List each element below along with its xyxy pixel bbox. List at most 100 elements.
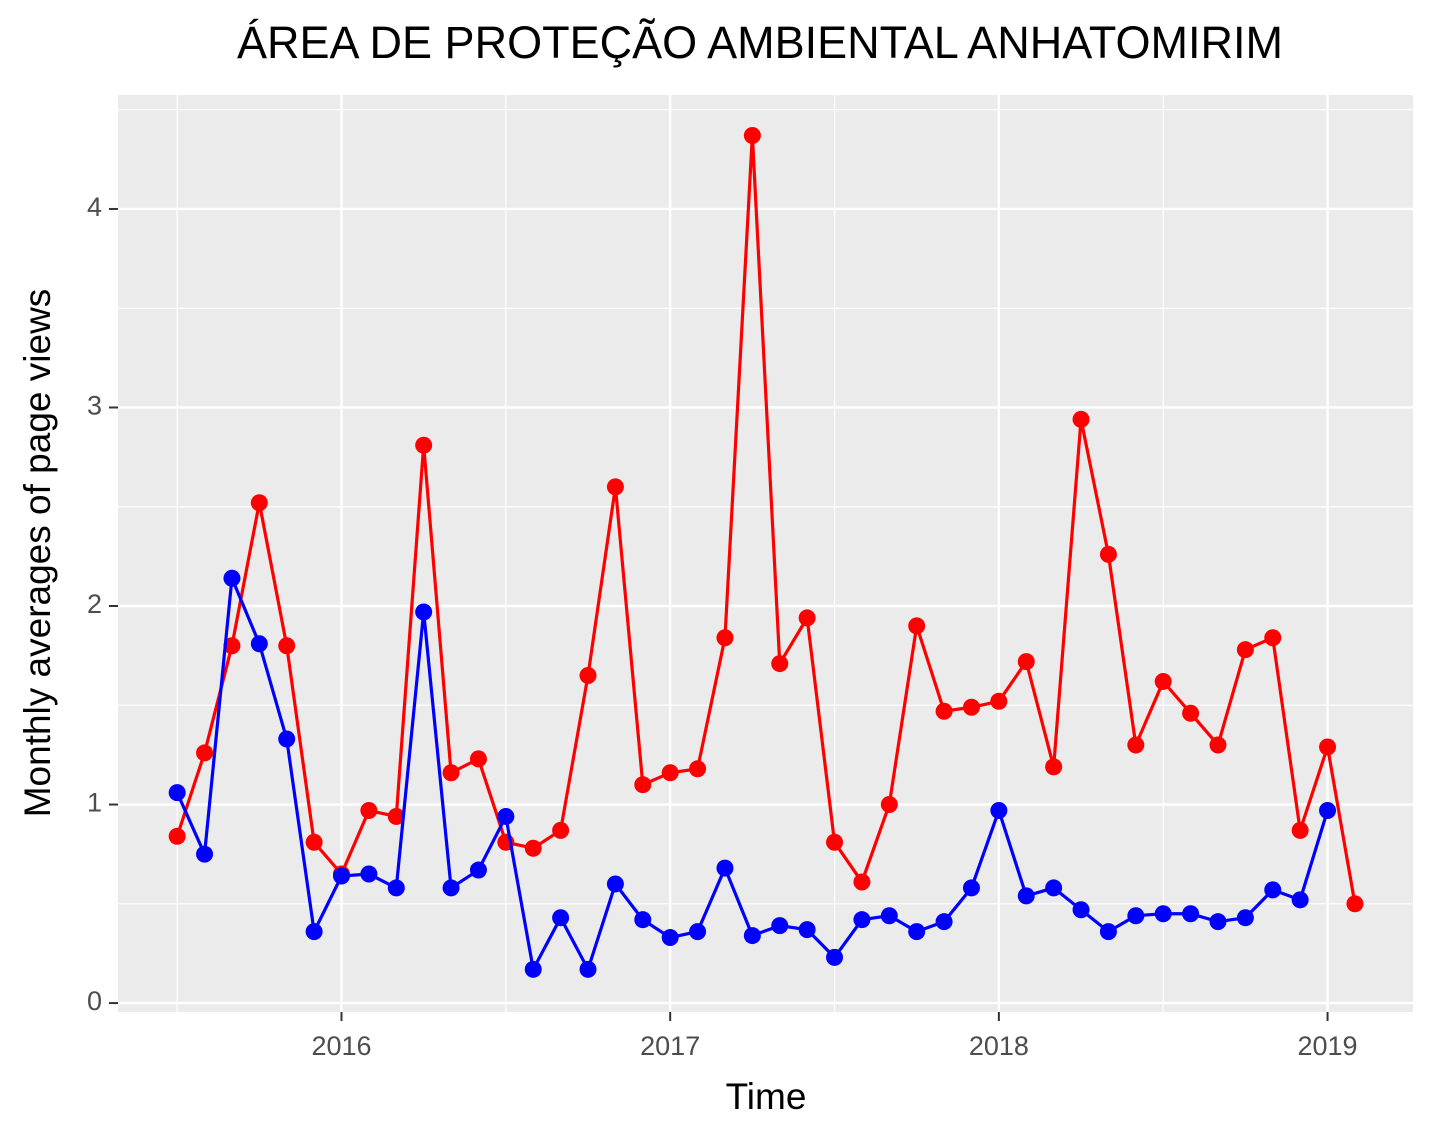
marks <box>168 126 1364 978</box>
point <box>743 126 761 144</box>
point <box>552 821 570 839</box>
point <box>524 960 542 978</box>
point <box>826 833 844 851</box>
point <box>935 913 953 931</box>
y-tick-label: 0 <box>87 986 102 1016</box>
y-tick-label: 3 <box>87 391 102 421</box>
y-tick-label: 2 <box>87 589 102 619</box>
point <box>935 702 953 720</box>
point <box>415 436 433 454</box>
point <box>387 879 405 897</box>
point <box>990 692 1008 710</box>
point <box>634 776 652 794</box>
point <box>1209 736 1227 754</box>
point <box>469 861 487 879</box>
point <box>469 750 487 768</box>
plot-panel <box>118 95 1413 1012</box>
point <box>634 911 652 929</box>
point <box>743 927 761 945</box>
point <box>223 637 241 655</box>
point <box>278 730 296 748</box>
point <box>1099 923 1117 941</box>
point <box>853 911 871 929</box>
point <box>716 629 734 647</box>
point <box>333 867 351 885</box>
point <box>1182 704 1200 722</box>
point <box>579 666 597 684</box>
x-tick-label: 2017 <box>640 1031 700 1061</box>
point <box>1072 901 1090 919</box>
point <box>168 827 186 845</box>
point <box>1346 895 1364 913</box>
point <box>880 796 898 814</box>
y-axis-title: Monthly averages of page views <box>17 289 58 818</box>
point <box>661 929 679 947</box>
point <box>1209 913 1227 931</box>
point <box>196 744 214 762</box>
point <box>387 807 405 825</box>
point <box>1236 909 1254 927</box>
point <box>689 923 707 941</box>
point <box>962 879 980 897</box>
point <box>278 637 296 655</box>
point <box>1045 758 1063 776</box>
point <box>1154 672 1172 690</box>
point <box>962 698 980 716</box>
point <box>415 603 433 621</box>
point <box>1291 821 1309 839</box>
point <box>1017 887 1035 905</box>
point <box>661 764 679 782</box>
point <box>1264 881 1282 899</box>
point <box>1236 641 1254 659</box>
point <box>1017 653 1035 671</box>
point <box>305 923 323 941</box>
point <box>1319 801 1337 819</box>
point <box>853 873 871 891</box>
point <box>552 909 570 927</box>
point <box>1099 545 1117 563</box>
chart-title: ÁREA DE PROTEÇÃO AMBIENTAL ANHATOMIRIM <box>237 17 1283 68</box>
x-tick-label: 2016 <box>311 1031 371 1061</box>
x-tick-label: 2019 <box>1298 1031 1358 1061</box>
point <box>442 879 460 897</box>
point <box>798 609 816 627</box>
point <box>826 948 844 966</box>
point <box>305 833 323 851</box>
point <box>360 865 378 883</box>
point <box>1319 738 1337 756</box>
point <box>1127 907 1145 925</box>
y-tick-label: 4 <box>87 192 102 222</box>
point <box>908 617 926 635</box>
point <box>250 494 268 512</box>
point <box>250 635 268 653</box>
point <box>880 907 898 925</box>
point <box>771 917 789 935</box>
x-tick-label: 2018 <box>969 1031 1029 1061</box>
point <box>689 760 707 778</box>
point <box>442 764 460 782</box>
y-tick-label: 1 <box>87 788 102 818</box>
point <box>1291 891 1309 909</box>
point <box>579 960 597 978</box>
point <box>168 784 186 802</box>
point <box>1127 736 1145 754</box>
point <box>524 839 542 857</box>
point <box>1182 905 1200 923</box>
point <box>798 921 816 939</box>
point <box>606 478 624 496</box>
point <box>1045 879 1063 897</box>
point <box>908 923 926 941</box>
point <box>990 801 1008 819</box>
point <box>497 807 515 825</box>
point <box>223 569 241 587</box>
point <box>1264 629 1282 647</box>
point <box>196 845 214 863</box>
point <box>1154 905 1172 923</box>
point <box>606 875 624 893</box>
point <box>771 655 789 673</box>
x-axis-title: Time <box>726 1076 807 1117</box>
point <box>360 801 378 819</box>
point <box>1072 410 1090 428</box>
point <box>716 859 734 877</box>
